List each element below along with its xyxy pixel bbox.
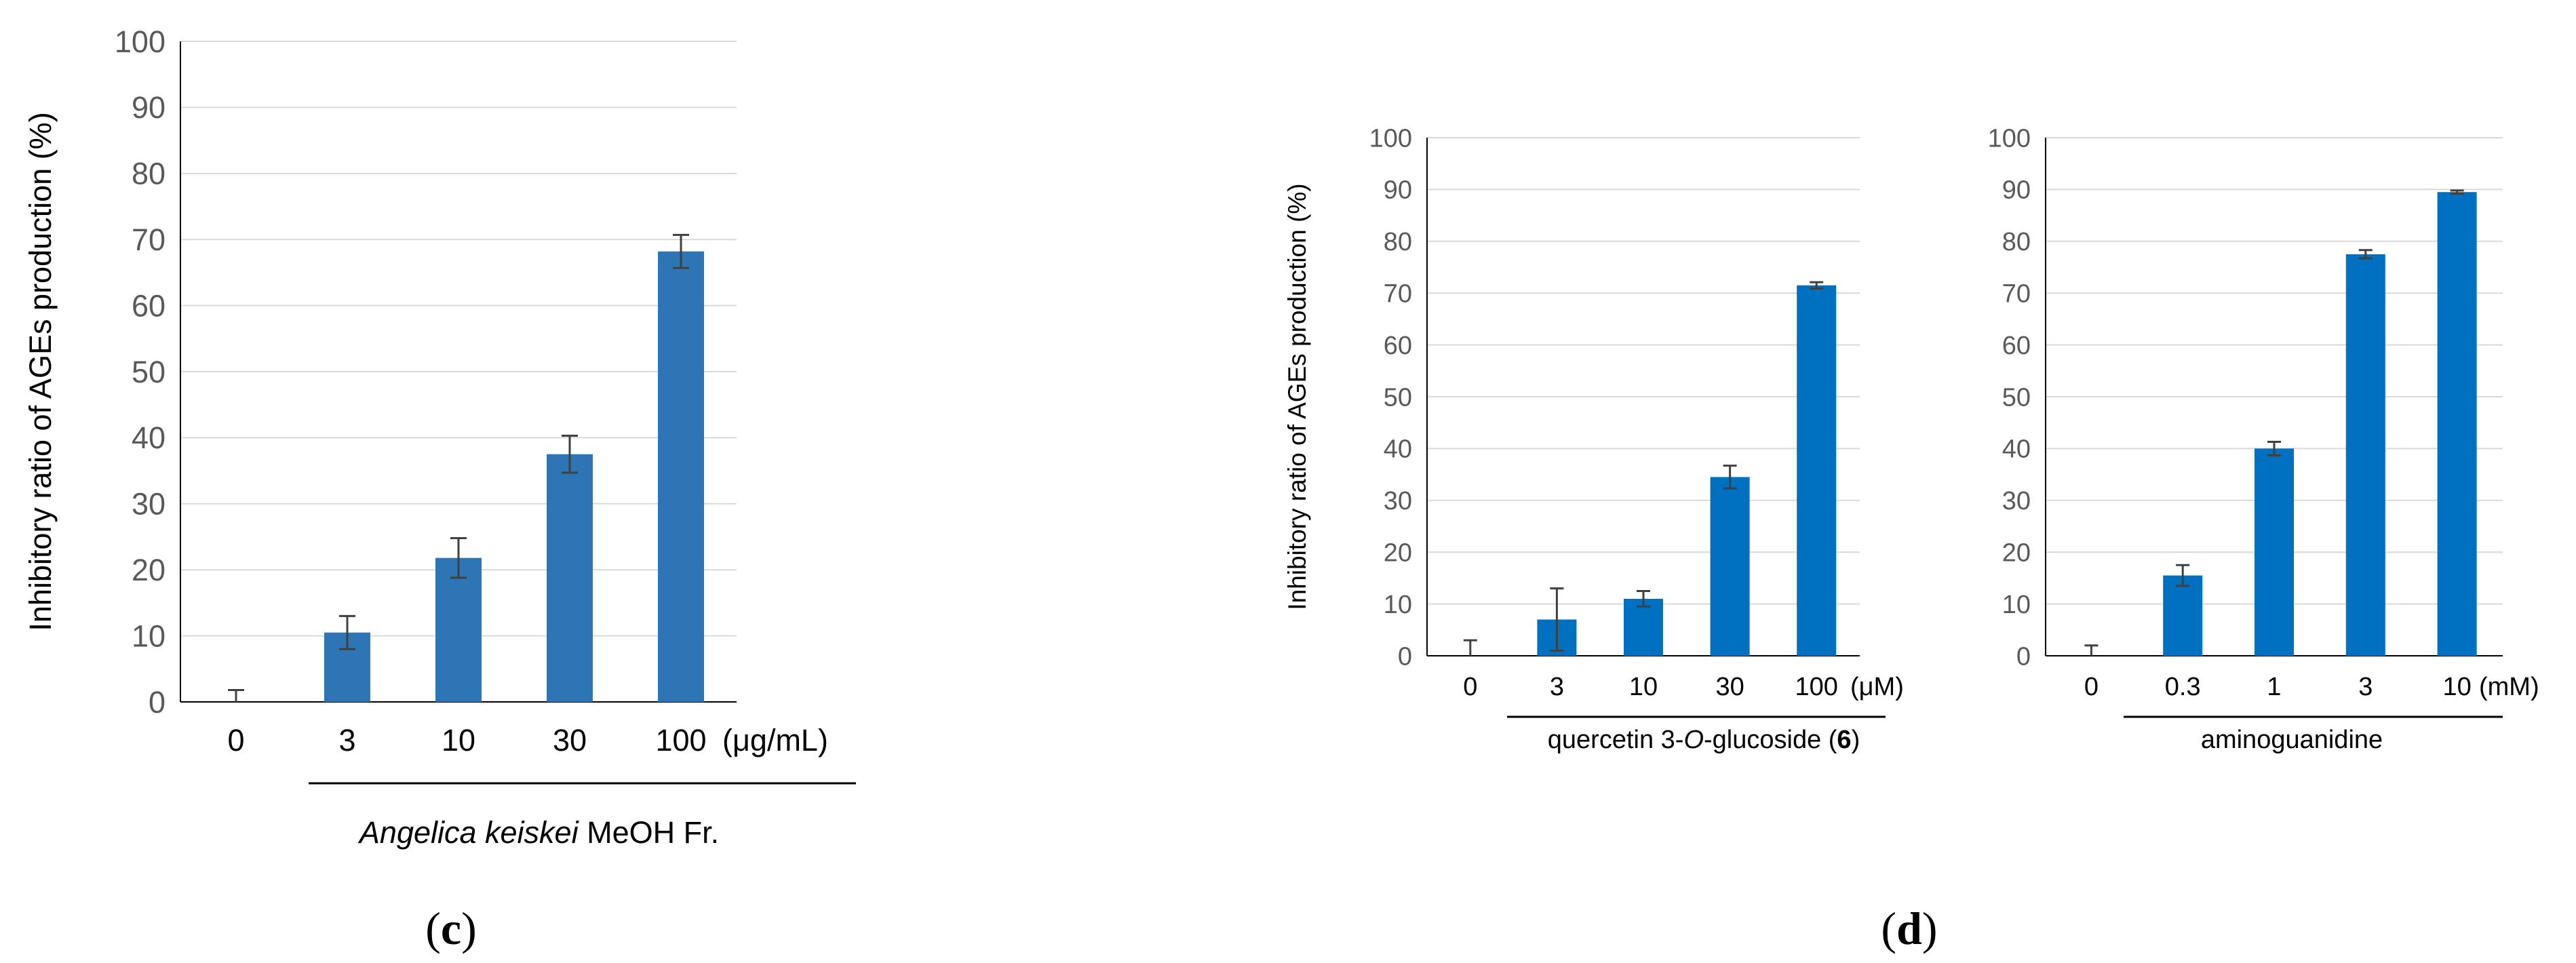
y-tick-label: 10 <box>132 618 165 653</box>
x-unit-label: (μM) <box>1850 673 1904 701</box>
y-tick-label: 90 <box>132 90 165 125</box>
bar <box>2437 192 2477 656</box>
x-tick-label: 3 <box>1550 673 1564 701</box>
y-tick-label: 10 <box>1384 591 1412 619</box>
x-tick-label: 0.3 <box>2165 673 2201 701</box>
x-tick-label: 100 <box>655 723 706 758</box>
y-tick-label: 50 <box>1384 383 1412 412</box>
x-tick-label: 1 <box>2267 673 2281 701</box>
y-tick-label: 50 <box>132 355 165 389</box>
x-unit-label: (μg/mL) <box>722 723 828 758</box>
y-tick-label: 100 <box>115 24 165 59</box>
y-tick-label: 60 <box>2002 332 2031 360</box>
y-axis-title: Inhibitory ratio of AGEs production (%) <box>1283 183 1311 610</box>
x-tick-label: 10 <box>1629 673 1658 701</box>
chart-c-group-label: Angelica keiskei MeOH Fr. <box>357 815 719 850</box>
x-tick-label: 0 <box>227 723 244 758</box>
y-tick-label: 90 <box>2002 176 2031 205</box>
bar <box>2255 448 2294 656</box>
y-tick-label: 50 <box>2002 383 2031 412</box>
y-tick-label: 30 <box>132 487 165 522</box>
bar <box>1624 598 1663 656</box>
y-axis-title: Inhibitory ratio of AGEs production (%) <box>23 112 58 631</box>
y-tick-label: 70 <box>1384 280 1412 309</box>
y-tick-label: 40 <box>132 420 165 455</box>
x-tick-label: 10 <box>442 723 475 758</box>
x-tick-label: 0 <box>1463 673 1477 701</box>
y-tick-label: 80 <box>2002 228 2031 256</box>
bar <box>1797 285 1837 656</box>
y-tick-label: 100 <box>1369 124 1412 153</box>
y-tick-label: 20 <box>1384 539 1412 568</box>
y-tick-label: 60 <box>132 288 165 323</box>
y-tick-label: 80 <box>1384 228 1412 256</box>
y-tick-label: 60 <box>1384 332 1412 360</box>
y-tick-label: 0 <box>149 685 165 720</box>
y-tick-label: 70 <box>2002 280 2031 309</box>
y-tick-label: 0 <box>1398 642 1412 671</box>
y-tick-label: 0 <box>2016 642 2031 671</box>
chart-d-quercetin: 0 10 20 30 40 50 60 70 80 90 100 0 3 10 30 100 (μM) Inhib… <box>1283 124 1904 718</box>
y-tick-label: 40 <box>1384 435 1412 464</box>
y-tick-label: 10 <box>2002 591 2031 619</box>
x-tick-label: 3 <box>338 723 355 758</box>
bar <box>435 557 482 702</box>
y-tick-label: 30 <box>2002 487 2031 515</box>
x-tick-label: 30 <box>553 723 587 758</box>
x-tick-label: 30 <box>1715 673 1744 701</box>
y-tick-label: 100 <box>1988 124 2031 153</box>
x-tick-label: 100 <box>1795 673 1837 701</box>
y-tick-label: 70 <box>132 222 165 257</box>
y-tick-label: 20 <box>132 553 165 587</box>
y-tick-label: 30 <box>1384 487 1412 515</box>
x-tick-label: 3 <box>2358 673 2373 701</box>
y-tick-label: 90 <box>1384 176 1412 205</box>
chart-d2-group-label: aminoguanidine <box>2201 726 2383 754</box>
panel-label-d: (d) <box>1881 903 1937 954</box>
bar <box>2345 254 2385 656</box>
bar <box>658 251 704 702</box>
chart-d-aminoguanidine: 0 10 20 30 40 50 60 70 80 90 100 0 0.3 1 3 10 (mM) <box>1988 124 2539 718</box>
chart-d1-group-label: quercetin 3-O-glucoside (6) <box>1548 726 1860 754</box>
y-tick-label: 80 <box>132 157 165 191</box>
bar <box>547 454 593 702</box>
bar <box>1710 477 1750 656</box>
y-tick-label: 40 <box>2002 435 2031 464</box>
x-tick-label: 0 <box>2084 673 2099 701</box>
x-unit-label: (mM) <box>2479 673 2539 701</box>
bar <box>2163 575 2203 656</box>
y-tick-label: 20 <box>2002 539 2031 568</box>
chart-c-angelica: 0 10 20 30 40 50 60 70 80 90 100 0 3 10 30 100 (μg/mL) In… <box>23 24 856 785</box>
panel-label-c: (c) <box>425 903 477 954</box>
x-tick-label: 10 <box>2442 673 2471 701</box>
